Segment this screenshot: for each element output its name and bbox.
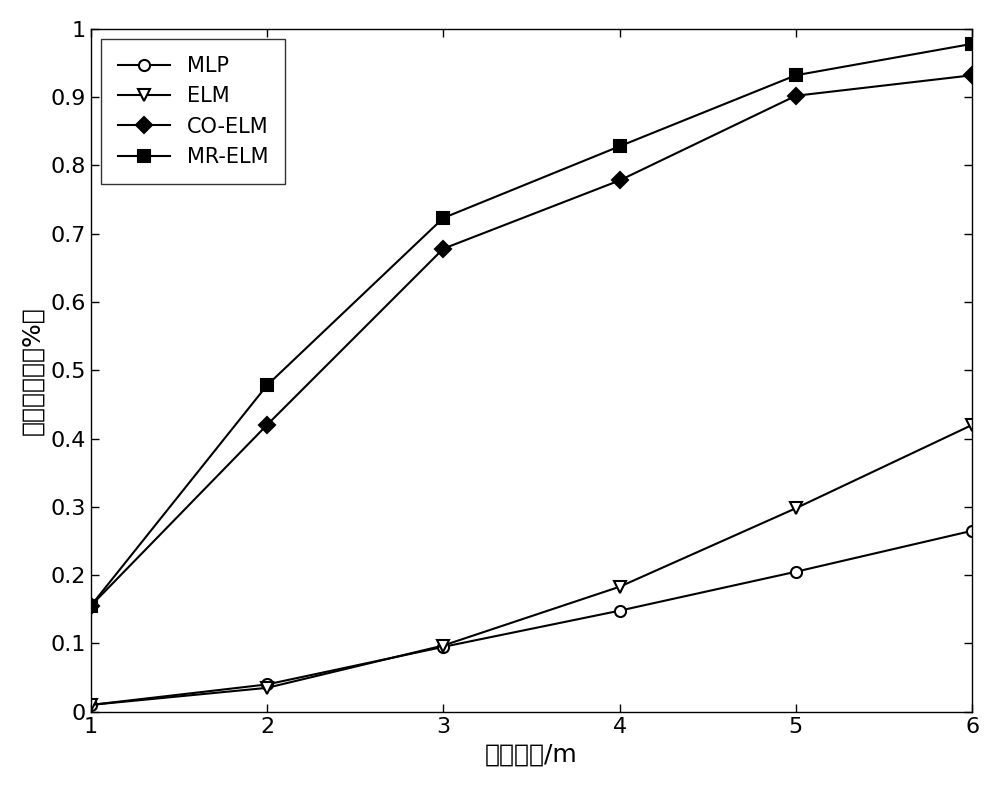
Line: MLP: MLP (85, 525, 978, 711)
CO-ELM (614, 176, 626, 185)
Legend: MLP, ELM, CO-ELM, MR-ELM: MLP, ELM, CO-ELM, MR-ELM (101, 39, 285, 184)
ELM (966, 420, 978, 430)
MLP (966, 526, 978, 535)
ELM (437, 641, 449, 650)
ELM (85, 700, 97, 710)
ELM (261, 683, 273, 693)
ELM (614, 582, 626, 592)
MLP (437, 642, 449, 652)
Line: CO-ELM: CO-ELM (85, 70, 978, 611)
MR-ELM (966, 39, 978, 49)
Y-axis label: 定位准确率（%）: 定位准确率（%） (21, 306, 45, 434)
MLP (614, 606, 626, 615)
CO-ELM (437, 244, 449, 253)
CO-ELM (85, 601, 97, 611)
MR-ELM (437, 213, 449, 223)
MLP (261, 680, 273, 689)
CO-ELM (790, 91, 802, 101)
MR-ELM (261, 381, 273, 390)
Line: ELM: ELM (85, 419, 978, 711)
ELM (790, 504, 802, 513)
MLP (790, 567, 802, 576)
MR-ELM (85, 601, 97, 611)
Line: MR-ELM: MR-ELM (85, 39, 978, 611)
X-axis label: 误差距离/m: 误差距离/m (485, 742, 578, 767)
MLP (85, 700, 97, 710)
MR-ELM (614, 142, 626, 151)
CO-ELM (261, 420, 273, 430)
MR-ELM (790, 71, 802, 80)
CO-ELM (966, 71, 978, 80)
